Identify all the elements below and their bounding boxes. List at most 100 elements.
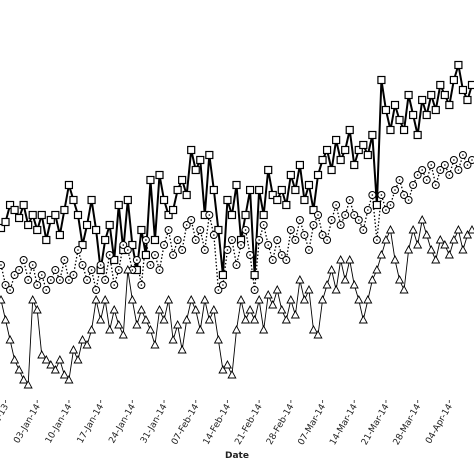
circle-dot <box>86 279 88 281</box>
square-marker <box>295 160 305 170</box>
triangle-marker <box>10 355 20 364</box>
triangle-marker <box>417 215 427 224</box>
circle-dot <box>77 249 79 251</box>
circle-dot <box>90 269 93 271</box>
series-line <box>0 219 473 387</box>
triangle-marker <box>14 365 24 374</box>
triangle-marker <box>435 235 445 244</box>
circle-dot <box>149 264 152 266</box>
square-marker <box>141 250 151 260</box>
circle-dot <box>181 249 183 251</box>
square-marker <box>300 195 309 205</box>
triangle-marker <box>32 305 42 314</box>
triangle-marker <box>46 360 56 369</box>
square-marker <box>427 90 436 100</box>
circle-dot <box>258 239 260 241</box>
circle-dot <box>330 219 333 221</box>
triangle-marker <box>105 325 115 334</box>
square-marker <box>404 90 413 100</box>
circle-dot <box>339 224 342 226</box>
circle-dot <box>348 199 351 201</box>
square-marker <box>101 235 110 245</box>
circle-dot <box>403 194 405 196</box>
x-tick-label: 24-Jan-14 <box>107 402 138 445</box>
circle-dot <box>294 239 297 241</box>
triangle-marker <box>304 285 314 294</box>
circle-dot <box>95 289 97 291</box>
square-marker <box>155 170 164 180</box>
circle-dot <box>240 244 242 246</box>
triangle-marker <box>281 315 291 324</box>
circle-dot <box>271 259 274 261</box>
triangle-marker <box>222 360 232 369</box>
triangle-marker <box>0 295 6 304</box>
circle-dot <box>398 179 401 181</box>
circle-dot <box>471 159 473 161</box>
circle-dot <box>13 274 16 276</box>
square-marker <box>363 150 372 160</box>
circle-dot <box>362 229 365 231</box>
square-marker <box>304 180 314 190</box>
triangle-marker <box>363 295 373 304</box>
square-marker <box>291 185 300 195</box>
triangle-marker <box>204 315 214 324</box>
square-marker <box>381 105 391 115</box>
circle-dot <box>416 174 419 176</box>
x-tick-label: 28-Feb-14 <box>265 402 296 446</box>
circle-dot <box>208 214 211 216</box>
square-marker <box>454 60 463 70</box>
triangle-marker <box>0 315 11 324</box>
square-marker <box>350 160 359 170</box>
square-marker <box>273 195 282 205</box>
square-marker <box>55 230 64 240</box>
triangle-marker <box>272 285 282 294</box>
circle-dot <box>72 274 75 276</box>
square-marker <box>73 210 83 220</box>
circle-dot <box>448 174 451 176</box>
square-marker <box>187 145 196 155</box>
circle-dot <box>18 269 20 271</box>
circle-dot <box>59 279 61 281</box>
square-marker <box>345 125 354 135</box>
circle-dot <box>63 259 66 261</box>
square-marker <box>282 200 291 210</box>
square-marker <box>37 210 46 220</box>
triangle-marker <box>367 275 377 284</box>
square-marker <box>341 145 350 155</box>
circle-dot <box>145 239 147 241</box>
triangle-marker <box>241 315 251 324</box>
triangle-marker <box>73 355 83 364</box>
square-marker <box>28 210 37 220</box>
triangle-marker <box>385 225 396 234</box>
circle-dot <box>412 184 414 186</box>
circle-dot <box>389 204 392 206</box>
triangle-marker <box>322 280 332 289</box>
triangle-marker <box>132 320 142 329</box>
circle-dot <box>367 209 369 211</box>
square-marker <box>436 80 445 90</box>
circle-dot <box>22 259 25 261</box>
square-marker <box>60 205 69 215</box>
triangle-marker <box>390 255 400 264</box>
triangle-marker <box>245 305 255 314</box>
x-tick-label: 10-Jan-14 <box>44 402 75 445</box>
triangle-marker <box>381 235 391 244</box>
triangle-marker <box>354 295 364 304</box>
square-marker <box>390 100 400 110</box>
square-marker <box>259 210 268 220</box>
square-marker <box>33 225 42 235</box>
square-marker <box>10 205 19 215</box>
square-marker <box>24 220 33 230</box>
triangle-marker <box>399 285 409 294</box>
triangle-marker <box>308 325 319 334</box>
square-marker <box>5 200 15 210</box>
triangle-marker <box>164 295 174 304</box>
circle-dot <box>167 229 170 231</box>
circle-dot <box>172 254 174 256</box>
square-marker <box>123 195 132 205</box>
circle-dot <box>217 289 220 291</box>
circle-dot <box>462 154 464 156</box>
square-marker <box>159 195 169 205</box>
triangle-marker <box>444 250 454 259</box>
